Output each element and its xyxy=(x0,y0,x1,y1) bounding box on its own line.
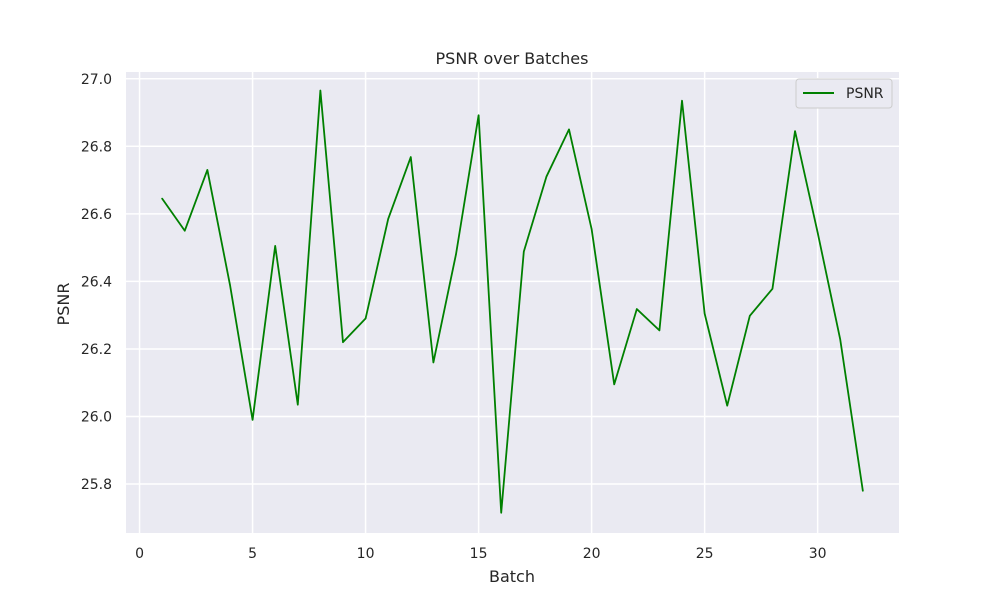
data-point xyxy=(591,228,593,230)
y-tick-label: 26.0 xyxy=(81,409,112,425)
data-point xyxy=(794,130,796,132)
data-point xyxy=(568,128,570,131)
data-point xyxy=(658,329,661,331)
data-point xyxy=(251,419,254,421)
data-point xyxy=(500,512,502,514)
y-tick-label: 27.0 xyxy=(81,72,112,88)
data-point xyxy=(364,317,367,320)
x-tick-label: 5 xyxy=(248,546,257,562)
data-point xyxy=(206,169,208,171)
data-point xyxy=(613,383,615,385)
x-tick-label: 25 xyxy=(696,546,714,562)
x-tick-label: 10 xyxy=(357,546,375,562)
data-point xyxy=(545,176,548,178)
data-point xyxy=(432,361,434,364)
data-point xyxy=(319,89,321,92)
data-point xyxy=(636,308,638,310)
y-tick-label: 26.2 xyxy=(81,342,112,358)
x-axis-label: Batch xyxy=(489,567,535,586)
data-point xyxy=(342,341,344,343)
data-point xyxy=(862,490,864,492)
y-tick-label: 26.8 xyxy=(81,139,112,155)
data-point xyxy=(726,405,728,407)
x-tick-label: 0 xyxy=(135,546,144,562)
data-point xyxy=(523,251,525,253)
data-point xyxy=(681,100,683,102)
y-axis-label: PSNR xyxy=(54,283,73,326)
data-point xyxy=(161,198,163,200)
series-line-psnr xyxy=(161,89,864,514)
grid xyxy=(126,72,899,533)
y-tick-label: 25.8 xyxy=(81,477,112,493)
data-point xyxy=(817,231,819,234)
legend-label-psnr: PSNR xyxy=(846,86,884,102)
y-ticks: 25.8 26.0 26.2 26.4 26.6 26.8 27.0 xyxy=(81,72,112,493)
data-point xyxy=(274,245,276,247)
data-point xyxy=(477,114,480,116)
legend-box xyxy=(795,78,893,109)
x-tick-label: 15 xyxy=(470,546,488,562)
x-tick-label: 20 xyxy=(583,546,601,562)
data-point xyxy=(184,230,186,232)
y-tick-label: 26.4 xyxy=(81,274,112,290)
data-point xyxy=(839,338,841,341)
data-point xyxy=(229,284,231,286)
data-point xyxy=(297,404,299,406)
data-point xyxy=(771,288,774,290)
y-tick-label: 26.6 xyxy=(81,207,112,223)
data-point xyxy=(387,218,389,220)
legend: PSNR xyxy=(795,78,893,109)
x-ticks: 0 5 10 15 20 25 30 xyxy=(135,546,826,562)
data-point xyxy=(749,315,751,317)
x-tick-label: 30 xyxy=(809,546,827,562)
series-layer xyxy=(161,89,864,514)
data-point xyxy=(704,312,706,315)
data-point xyxy=(410,156,412,158)
chart-title: PSNR over Batches xyxy=(436,49,589,68)
plot-background xyxy=(126,72,899,533)
data-point xyxy=(455,253,457,255)
